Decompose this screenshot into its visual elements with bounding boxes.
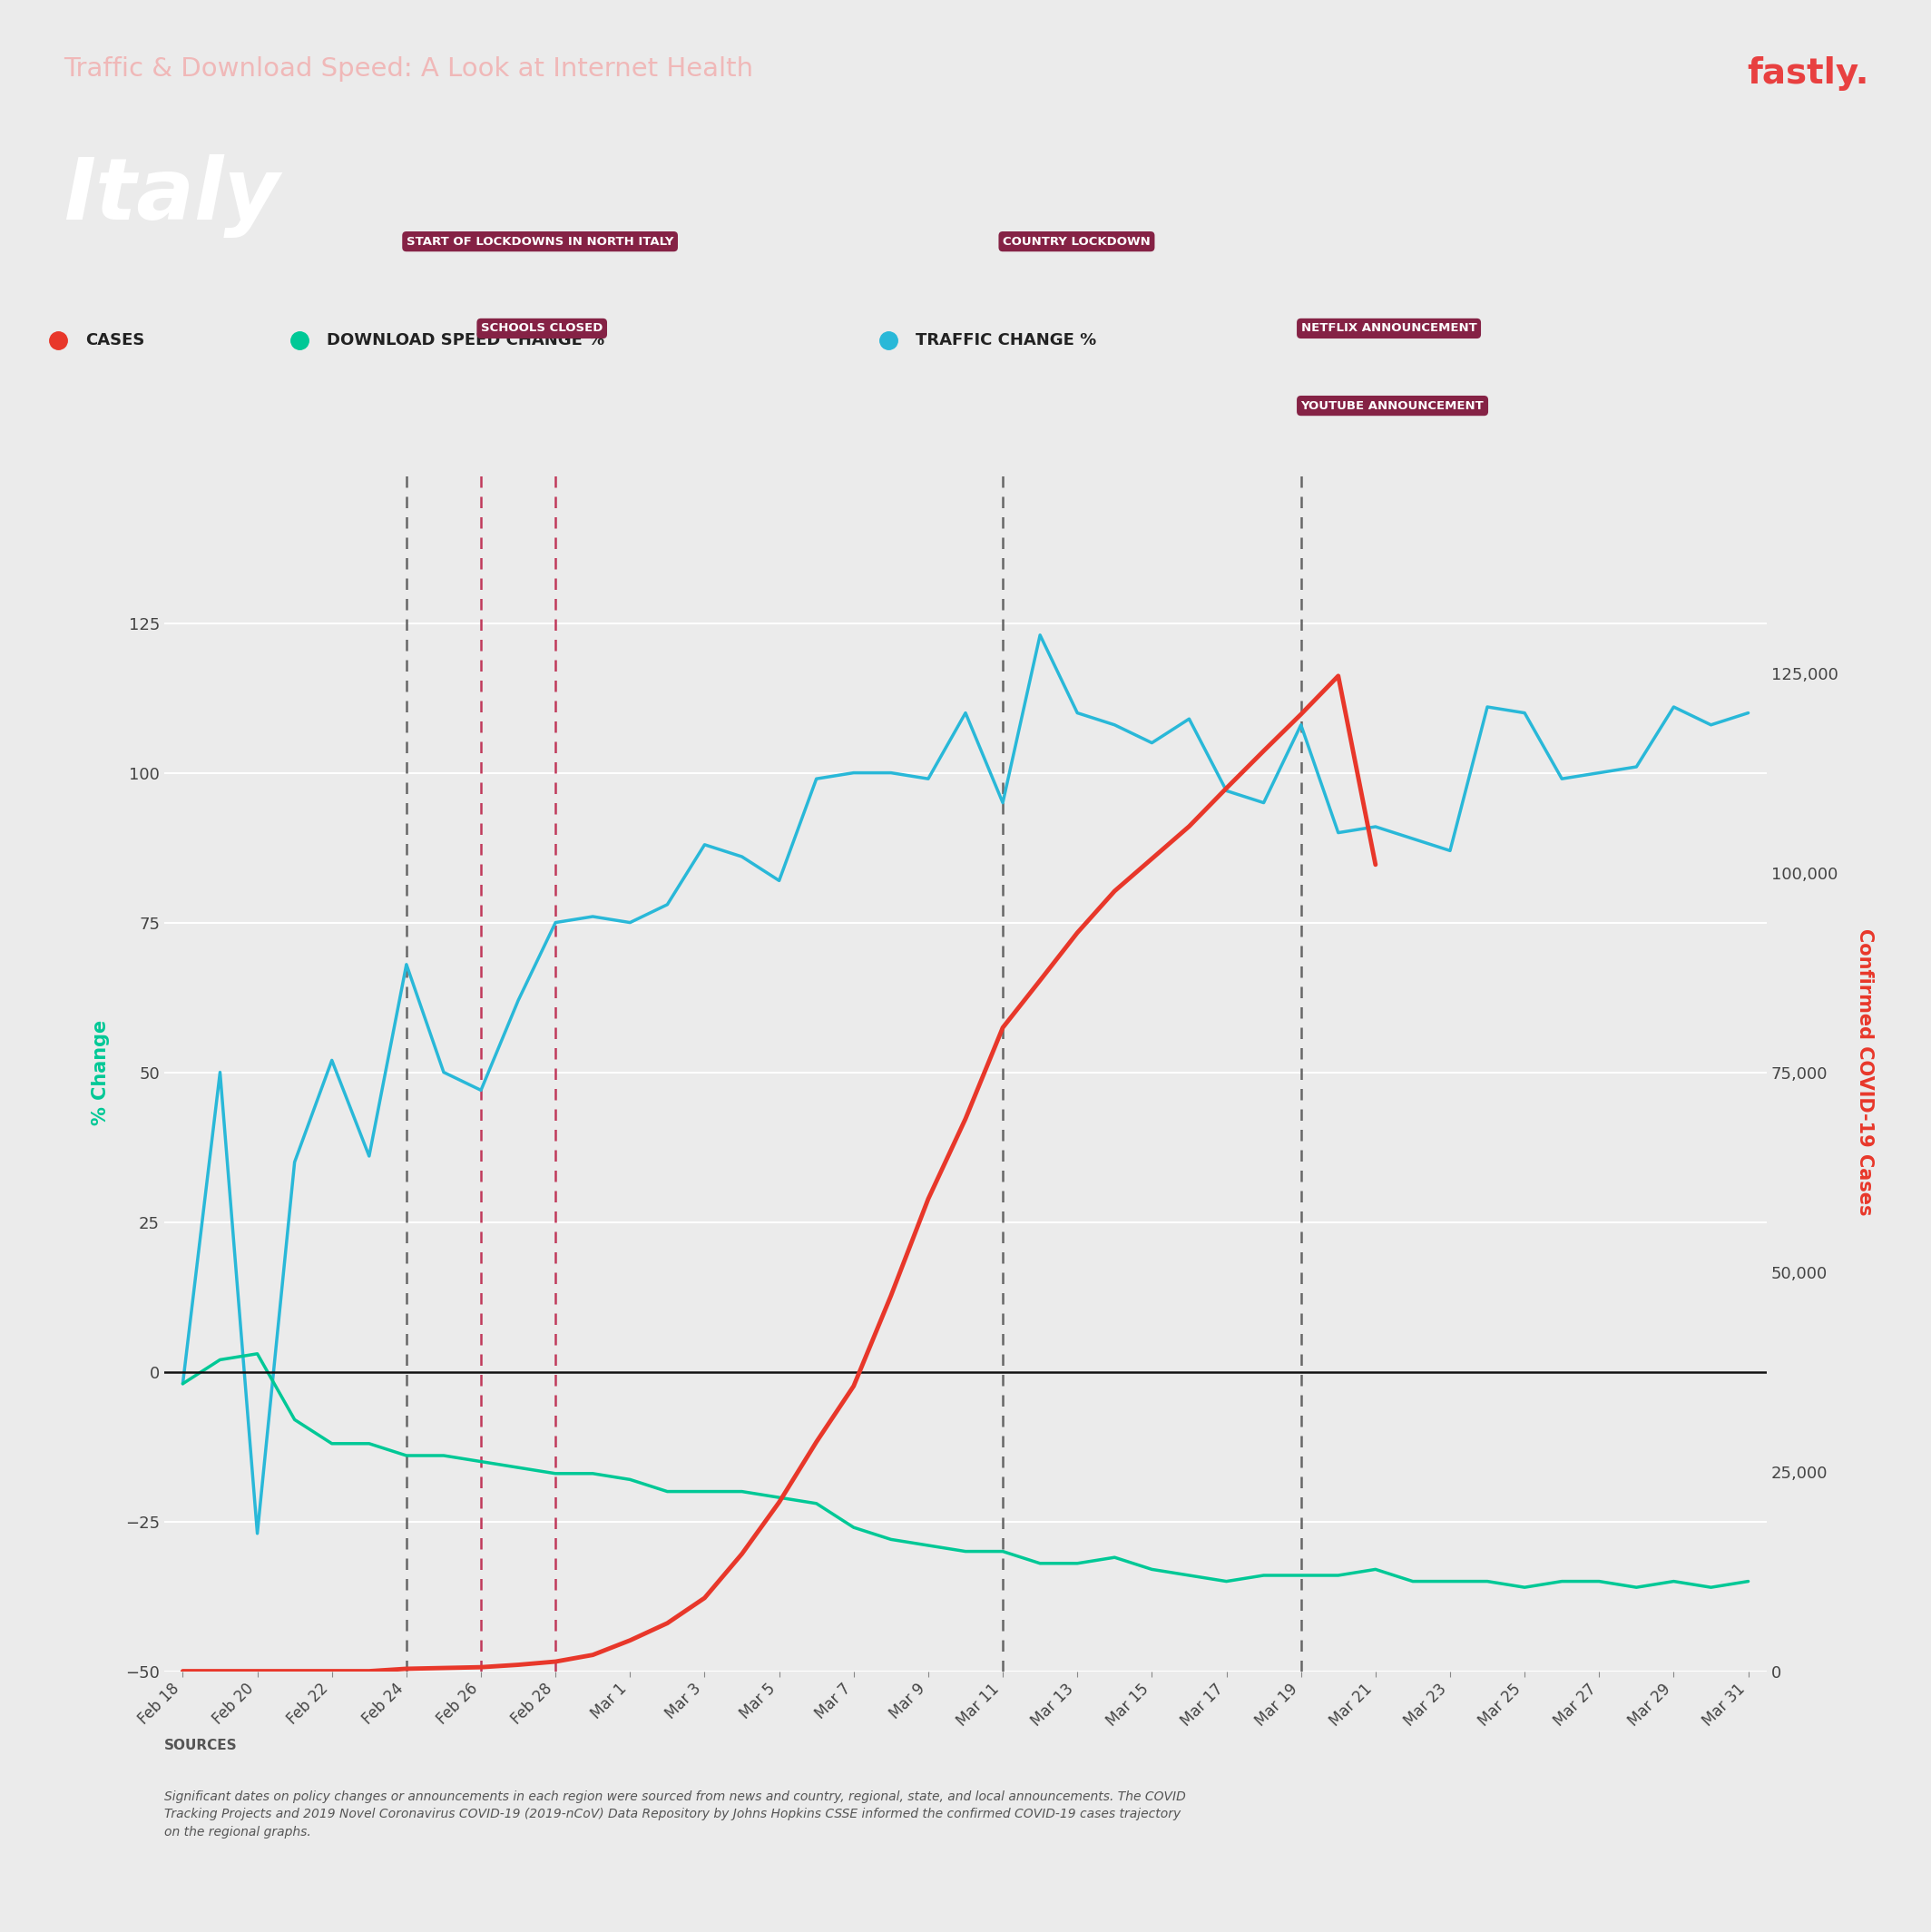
Y-axis label: Confirmed COVID-19 Cases: Confirmed COVID-19 Cases xyxy=(1856,929,1875,1215)
Text: fastly.: fastly. xyxy=(1748,56,1869,91)
Y-axis label: % Change: % Change xyxy=(93,1020,110,1124)
Text: Italy: Italy xyxy=(64,155,280,238)
Text: DOWNLOAD SPEED CHANGE %: DOWNLOAD SPEED CHANGE % xyxy=(326,332,604,348)
Text: Traffic & Download Speed: A Look at Internet Health: Traffic & Download Speed: A Look at Inte… xyxy=(64,56,753,81)
Text: YOUTUBE ANNOUNCEMENT: YOUTUBE ANNOUNCEMENT xyxy=(1301,400,1485,412)
Text: START OF LOCKDOWNS IN NORTH ITALY: START OF LOCKDOWNS IN NORTH ITALY xyxy=(406,236,674,247)
Text: NETFLIX ANNOUNCEMENT: NETFLIX ANNOUNCEMENT xyxy=(1301,323,1477,334)
Text: SCHOOLS CLOSED: SCHOOLS CLOSED xyxy=(481,323,602,334)
Text: Significant dates on policy changes or announcements in each region were sourced: Significant dates on policy changes or a… xyxy=(164,1791,1186,1837)
Text: TRAFFIC CHANGE %: TRAFFIC CHANGE % xyxy=(915,332,1097,348)
Text: SOURCES: SOURCES xyxy=(164,1739,238,1752)
Text: CASES: CASES xyxy=(85,332,145,348)
Text: COUNTRY LOCKDOWN: COUNTRY LOCKDOWN xyxy=(1002,236,1151,247)
